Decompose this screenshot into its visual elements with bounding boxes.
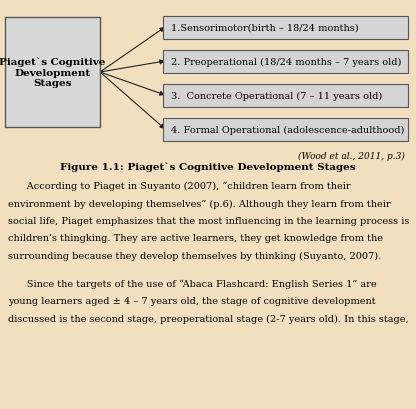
FancyBboxPatch shape <box>163 16 408 39</box>
Text: Since the targets of the use of “Abaca Flashcard: English Series 1” are: Since the targets of the use of “Abaca F… <box>8 279 376 288</box>
Text: young learners aged ± 4 – 7 years old, the stage of cognitive development: young learners aged ± 4 – 7 years old, t… <box>8 296 376 305</box>
Text: 3.  Concrete Operational (7 – 11 years old): 3. Concrete Operational (7 – 11 years ol… <box>171 91 382 100</box>
Text: 1.Sensorimotor(birth – 18/24 months): 1.Sensorimotor(birth – 18/24 months) <box>171 23 359 32</box>
Text: According to Piaget in Suyanto (2007), “children learn from their: According to Piaget in Suyanto (2007), “… <box>8 182 351 191</box>
Text: 2. Preoperational (18/24 months – 7 years old): 2. Preoperational (18/24 months – 7 year… <box>171 57 401 66</box>
FancyBboxPatch shape <box>163 50 408 73</box>
Text: social life, Piaget emphasizes that the most influencing in the learning process: social life, Piaget emphasizes that the … <box>8 216 409 225</box>
Text: discussed is the second stage, preoperational stage (2-7 years old). In this sta: discussed is the second stage, preoperat… <box>8 314 409 323</box>
Text: Figure 1.1: Piaget`s Cognitive Development Stages: Figure 1.1: Piaget`s Cognitive Developme… <box>60 163 356 172</box>
Text: 4. Formal Operational (adolescence-adulthood): 4. Formal Operational (adolescence-adult… <box>171 125 404 134</box>
Text: children’s thingking. They are active learners, they get knowledge from the: children’s thingking. They are active le… <box>8 234 383 243</box>
Text: Piaget`s Cognitive
Development
Stages: Piaget`s Cognitive Development Stages <box>0 58 106 88</box>
Text: surrounding because they develop themselves by thinking (Suyanto, 2007).: surrounding because they develop themsel… <box>8 252 381 261</box>
FancyBboxPatch shape <box>5 18 100 128</box>
Text: (Wood et al., 2011, p.3): (Wood et al., 2011, p.3) <box>298 152 405 161</box>
FancyBboxPatch shape <box>163 118 408 141</box>
FancyBboxPatch shape <box>163 84 408 107</box>
Text: environment by developing themselves” (p.6). Although they learn from their: environment by developing themselves” (p… <box>8 199 391 208</box>
